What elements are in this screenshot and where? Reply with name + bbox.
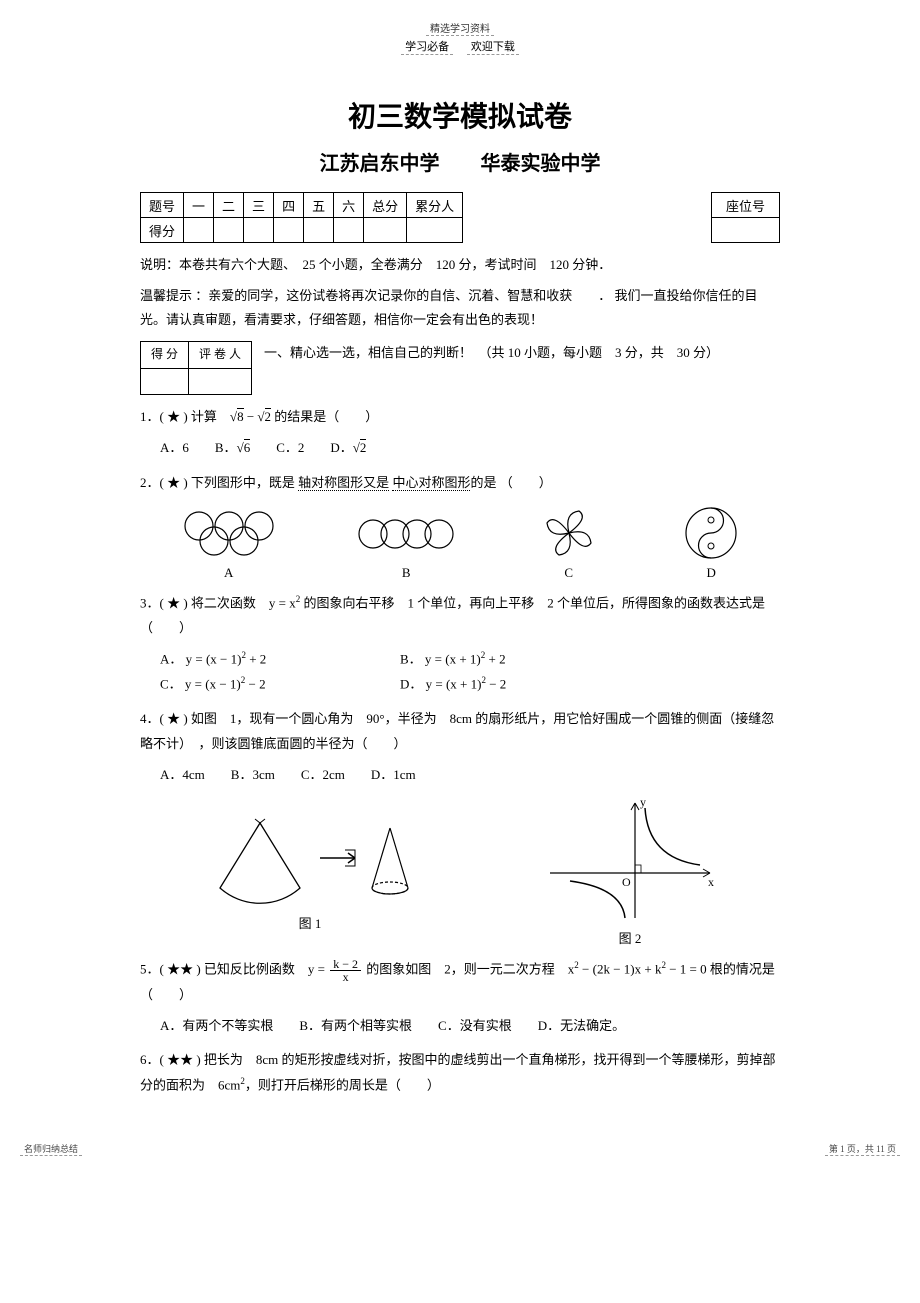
section-1-title: 一、精心选一选，相信自己的判断！ （共 10 小题，每小题 3 分，共 30 分… xyxy=(264,345,719,360)
footer-left: 名师归纳总结 xyxy=(20,1142,82,1156)
page: 精选学习资料 学习必备 欢迎下载 初三数学模拟试卷 江苏启东中学 华泰实验中学 … xyxy=(0,0,920,1164)
hyperbola-icon xyxy=(540,793,720,923)
seat-cell xyxy=(711,218,779,243)
th: 一 xyxy=(184,193,214,218)
fig1-wrap: 图 1 xyxy=(200,808,420,932)
label-d: D xyxy=(676,565,746,581)
frac-den: x xyxy=(330,971,361,983)
header-text-2b: 欢迎下载 xyxy=(467,38,519,55)
th: 三 xyxy=(244,193,274,218)
seat-table: 座位号 xyxy=(711,192,780,243)
fig2-label: 图 2 xyxy=(540,928,720,947)
figure-audi-icon xyxy=(351,506,461,561)
header-text-1: 精选学习资料 xyxy=(426,20,494,36)
subtitle-b: 华泰实验中学 xyxy=(481,153,601,175)
row2-label: 得分 xyxy=(141,218,184,243)
q5-stem: 5．( ★★ ) 已知反比例函数 y = k − 2 x 的图象如图 2，则一元… xyxy=(140,957,780,1008)
fig2-wrap: y x O 图 2 xyxy=(540,793,720,947)
axis-o: O xyxy=(622,875,631,890)
label-c: C xyxy=(529,565,609,581)
axis-y: y xyxy=(640,795,646,810)
th: 六 xyxy=(334,193,364,218)
th: 题号 xyxy=(141,193,184,218)
q2-labels: A B C D xyxy=(140,565,780,581)
figure-yinyang-icon xyxy=(676,503,746,563)
fraction: k − 2 x xyxy=(330,958,361,983)
q6-stem: 6．( ★★ ) 把长为 8cm 的矩形按虚线对折，按图中的虚线剪出一个直角梯形… xyxy=(140,1048,780,1098)
q4-opts: A．4cm B．3cm C．2cm D．1cm xyxy=(160,763,780,788)
cell xyxy=(244,218,274,243)
q2-stem: 2．( ★ ) 下列图形中，既是 轴对称图形又是 中心对称图形的是 （ ） xyxy=(140,471,780,496)
label-a: A xyxy=(174,565,284,581)
cell xyxy=(304,218,334,243)
figure-olympic-icon xyxy=(174,506,284,561)
q4-figures: 图 1 y x O 图 2 xyxy=(140,793,780,947)
mini-b: 评 卷 人 xyxy=(189,342,252,369)
label-b: B xyxy=(351,565,461,581)
q2-c-pre: 中心对称图形 xyxy=(392,475,470,491)
subtitle-a: 江苏启东中学 xyxy=(320,153,440,175)
cell xyxy=(334,218,364,243)
mini-score-table: 得 分 评 卷 人 xyxy=(140,341,252,395)
mini-cell xyxy=(141,368,189,395)
desc-1: 说明：本卷共有六个大题、 25 个小题，全卷满分 120 分，考试时间 120 … xyxy=(140,253,780,276)
th: 二 xyxy=(214,193,244,218)
subtitle: 江苏启东中学 华泰实验中学 xyxy=(140,147,780,176)
axis-x: x xyxy=(708,875,714,890)
q3-opts: A． y = (x − 1)2 + 2 B． y = (x + 1)2 + 2 … xyxy=(160,647,780,697)
q4-stem: 4．( ★ ) 如图 1，现有一个圆心角为 90°，半径为 8cm 的扇形纸片，… xyxy=(140,707,780,756)
q5-opts: A．有两个不等实根 B．有两个相等实根 C．没有实根 D．无法确定。 xyxy=(160,1014,780,1039)
q5-stem-a: 5．( ★★ ) 已知反比例函数 y = xyxy=(140,962,325,977)
footer-right: 第 1 页，共 11 页 xyxy=(825,1142,900,1156)
q1-opts: A．6 B．√6 C．2 D．√2 xyxy=(160,436,780,461)
footer-right-text: 第 1 页，共 11 页 xyxy=(825,1142,900,1156)
q2-a: 2．( ★ ) 下列图形中，既是 xyxy=(140,475,295,490)
th: 四 xyxy=(274,193,304,218)
footer-left-text: 名师归纳总结 xyxy=(20,1142,82,1156)
header-line2: 学习必备 欢迎下载 xyxy=(140,38,780,55)
cell xyxy=(184,218,214,243)
section-1-head: 得 分 评 卷 人 一、精心选一选，相信自己的判断！ （共 10 小题，每小题 … xyxy=(140,341,780,395)
sector-cone-icon xyxy=(200,808,420,908)
score-row: 题号 一 二 三 四 五 六 总分 累分人 得分 xyxy=(140,192,780,243)
desc-2: 温馨提示 ：亲爱的同学，这份试卷将再次记录你的自信、沉着、智慧和收获 ． 我们一… xyxy=(140,284,780,331)
th: 总分 xyxy=(364,193,407,218)
th: 累分人 xyxy=(407,193,463,218)
cell xyxy=(364,218,407,243)
cell xyxy=(214,218,244,243)
cell xyxy=(274,218,304,243)
q2-figures xyxy=(140,503,780,563)
fig1-label: 图 1 xyxy=(200,913,420,932)
header-text-2a: 学习必备 xyxy=(401,38,453,55)
q2-b: 轴对称图形又是 xyxy=(298,475,389,491)
q1-stem: 1．( ★ ) 计算 √8 − √2 的结果是（ ） xyxy=(140,405,780,430)
mini-a: 得 分 xyxy=(141,342,189,369)
q3-stem: 3．( ★ ) 将二次函数 y = x2 的图象向右平移 1 个单位，再向上平移… xyxy=(140,591,780,641)
main-title: 初三数学模拟试卷 xyxy=(140,95,780,135)
header-line1: 精选学习资料 xyxy=(140,20,780,36)
seat-label: 座位号 xyxy=(711,193,779,218)
figure-pinwheel-icon xyxy=(529,503,609,563)
cell xyxy=(407,218,463,243)
th: 五 xyxy=(304,193,334,218)
score-table: 题号 一 二 三 四 五 六 总分 累分人 得分 xyxy=(140,192,463,243)
mini-cell xyxy=(189,368,252,395)
